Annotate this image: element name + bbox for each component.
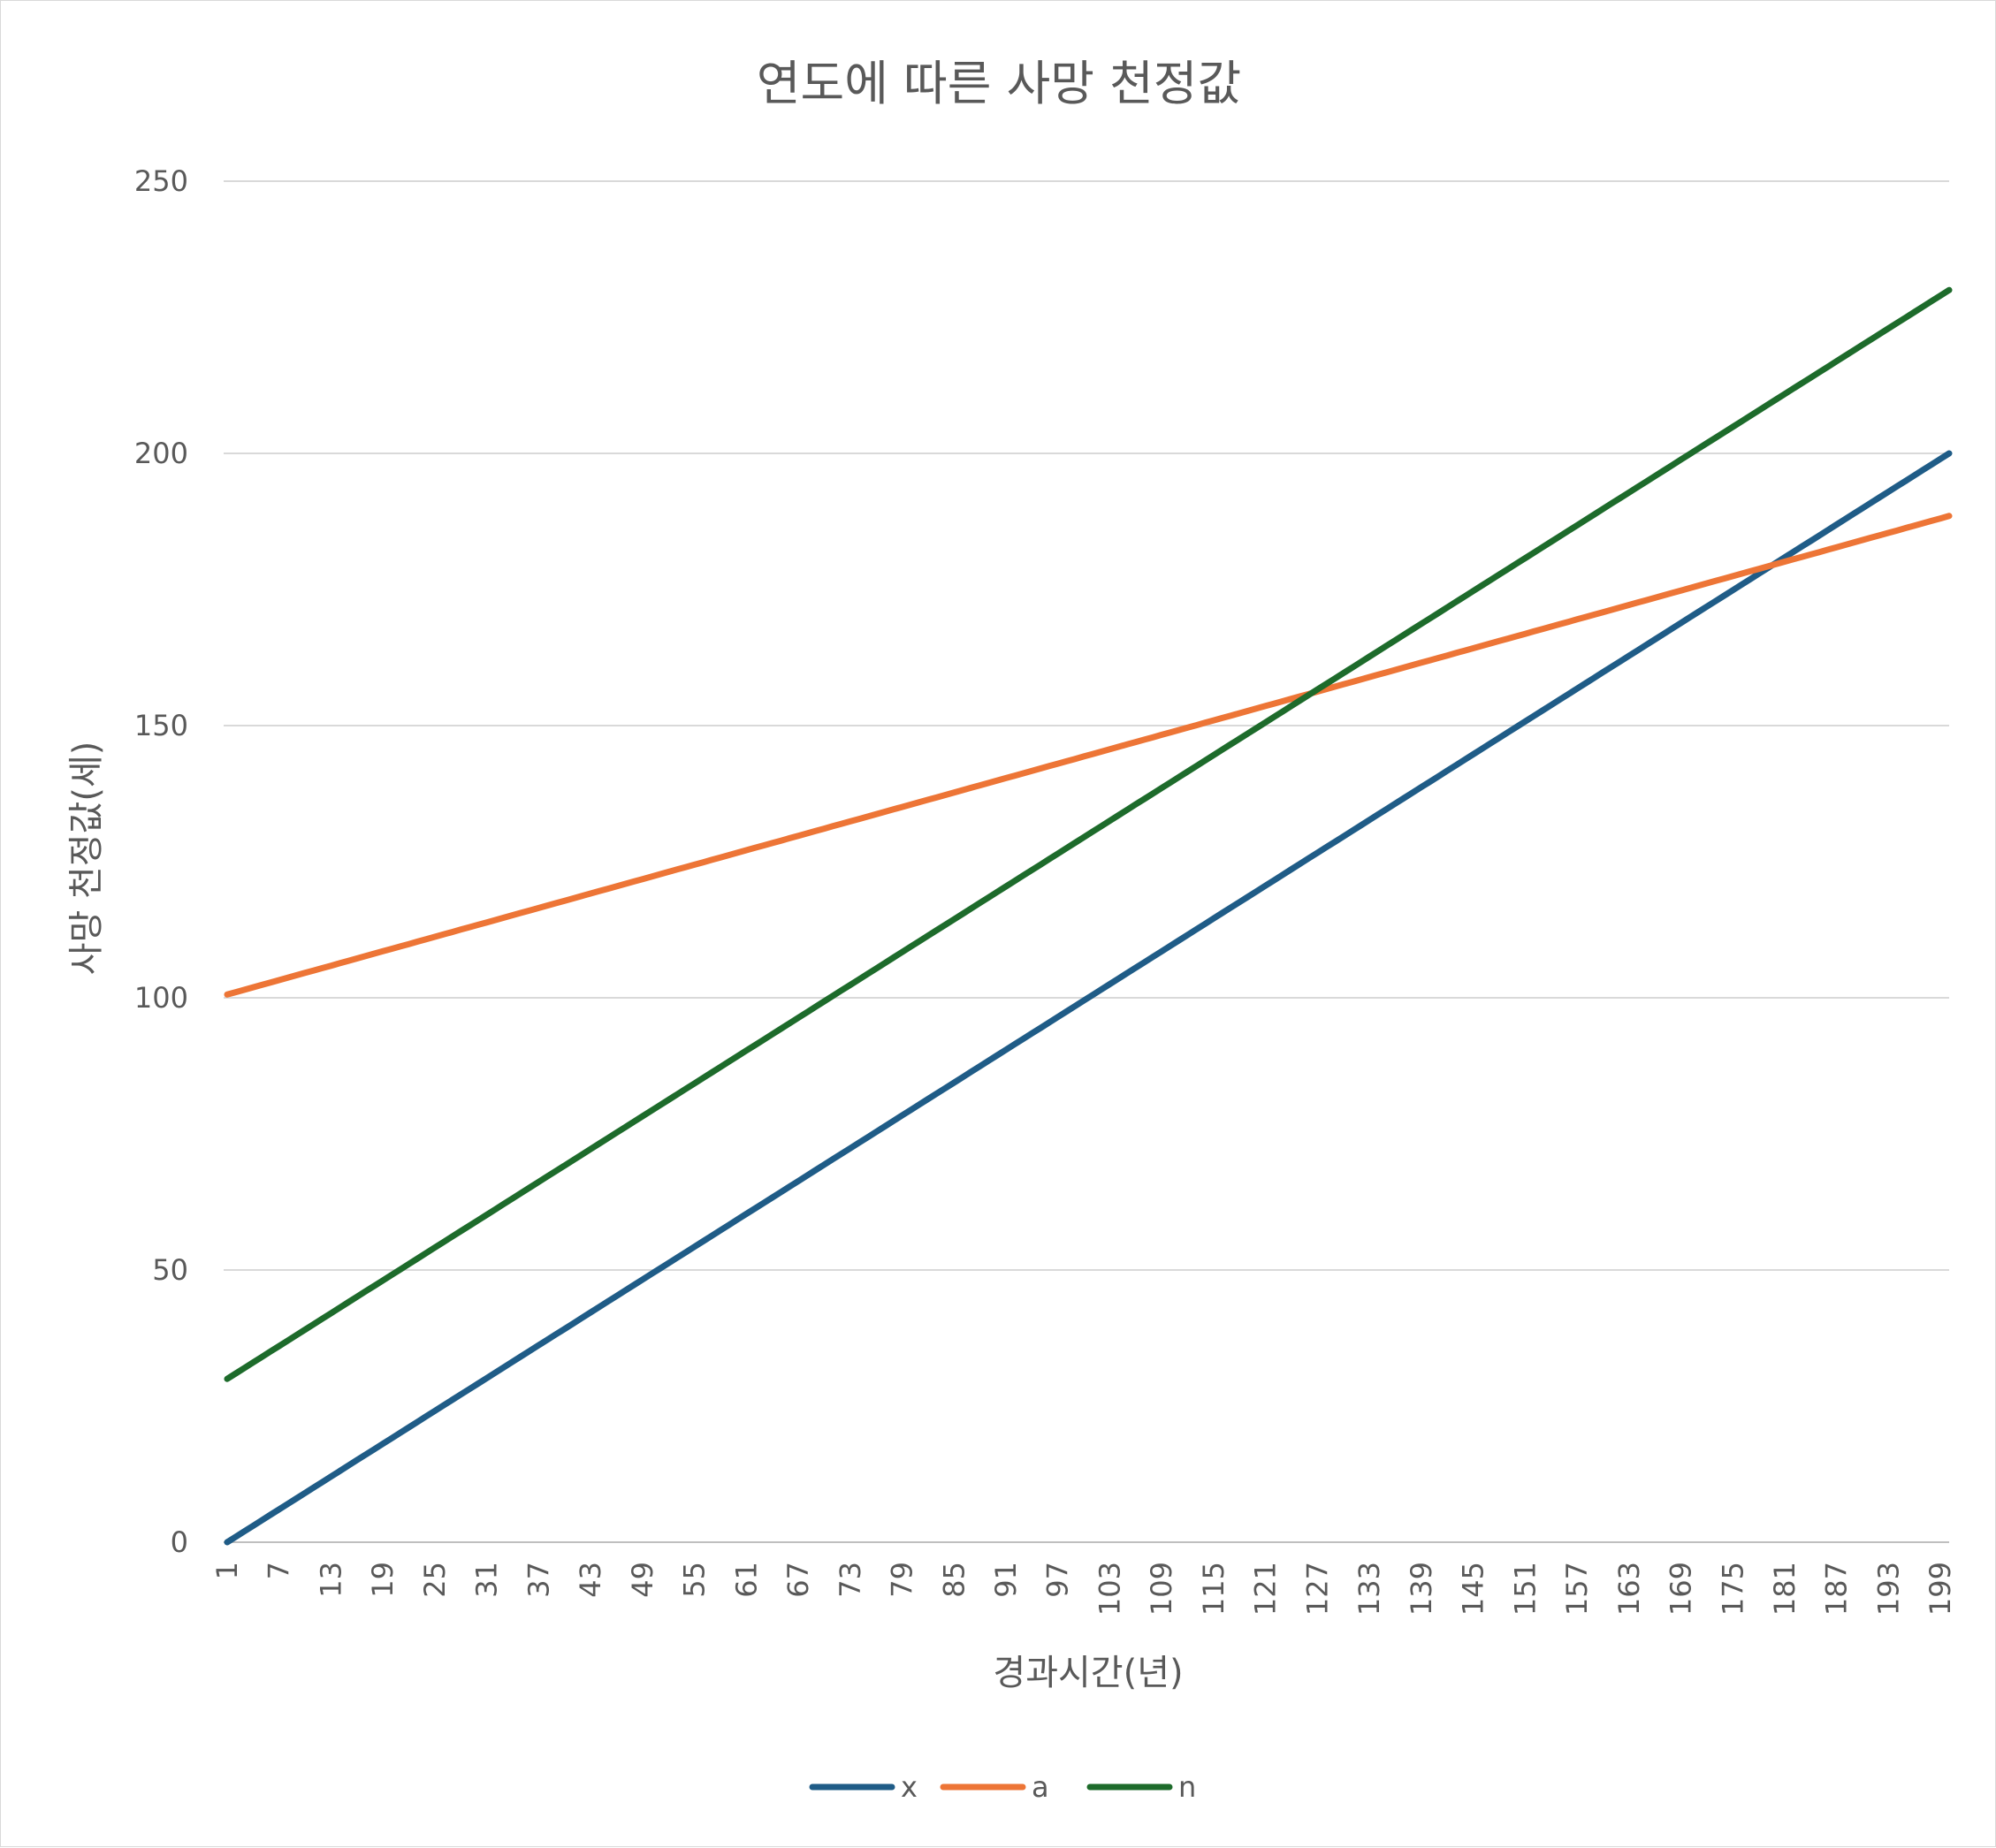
gridlines	[224, 180, 1949, 1543]
y-tick-label: 250	[134, 164, 188, 198]
chart-title: 연도에 따른 사망 천정값	[757, 56, 1241, 111]
x-tick-label: 25	[418, 1562, 452, 1598]
x-tick-label: 121	[1249, 1562, 1283, 1616]
x-tick-label: 97	[1041, 1562, 1075, 1598]
x-tick-label: 103	[1093, 1562, 1126, 1616]
x-tick-label: 175	[1716, 1562, 1749, 1616]
x-tick-label: 85	[937, 1562, 971, 1598]
x-tick-label: 79	[886, 1562, 919, 1598]
y-tick-label: 100	[134, 981, 188, 1015]
x-tick-labels: 1 7 13 19 25 31 37 43 49 55 61 67 73 79 85 91 97 103 109 11…	[210, 1562, 1957, 1616]
x-tick-label: 169	[1665, 1562, 1698, 1616]
x-tick-label: 133	[1352, 1562, 1386, 1616]
legend-label-n: n	[1178, 1770, 1196, 1804]
x-tick-label: 187	[1820, 1562, 1854, 1616]
x-tick-label: 127	[1300, 1562, 1334, 1616]
x-tick-label: 91	[989, 1562, 1023, 1598]
x-tick-label: 7	[263, 1562, 296, 1579]
series-lines	[224, 286, 1953, 1546]
x-tick-label: 61	[729, 1562, 763, 1598]
x-tick-label: 55	[678, 1562, 712, 1598]
x-tick-label: 139	[1405, 1562, 1438, 1616]
x-tick-label: 37	[522, 1562, 555, 1598]
y-tick-label: 50	[152, 1253, 188, 1287]
y-tick-label: 200	[134, 437, 188, 470]
x-tick-label: 43	[574, 1562, 607, 1598]
x-tick-label: 145	[1457, 1562, 1490, 1616]
series-line-n	[224, 286, 1953, 1382]
x-tick-label: 49	[626, 1562, 659, 1598]
y-tick-label: 150	[134, 709, 188, 742]
x-tick-label: 115	[1197, 1562, 1230, 1616]
x-tick-label: 73	[834, 1562, 867, 1598]
x-tick-label: 163	[1612, 1562, 1646, 1616]
x-tick-label: 67	[781, 1562, 815, 1598]
x-tick-label: 109	[1145, 1562, 1178, 1616]
x-axis-title: 경과시간(년)	[993, 1653, 1183, 1693]
x-tick-label: 151	[1508, 1562, 1542, 1616]
series-line-x	[224, 450, 1953, 1546]
x-tick-label: 193	[1871, 1562, 1905, 1616]
x-tick-label: 19	[366, 1562, 400, 1598]
x-tick-label: 13	[314, 1562, 347, 1598]
y-tick-label: 0	[171, 1525, 188, 1559]
x-tick-label: 181	[1768, 1562, 1802, 1616]
x-tick-label: 1	[210, 1562, 244, 1579]
legend-label-a: a	[1032, 1770, 1049, 1804]
series-line-a	[224, 513, 1953, 998]
x-tick-label: 199	[1924, 1562, 1957, 1616]
x-tick-label: 31	[470, 1562, 504, 1598]
x-tick-label: 157	[1560, 1562, 1594, 1616]
y-axis-title: 사망 천정값(세)	[66, 741, 107, 976]
y-tick-labels: 0 50 100 150 200 250	[134, 164, 188, 1559]
legend-label-x: x	[901, 1770, 918, 1804]
